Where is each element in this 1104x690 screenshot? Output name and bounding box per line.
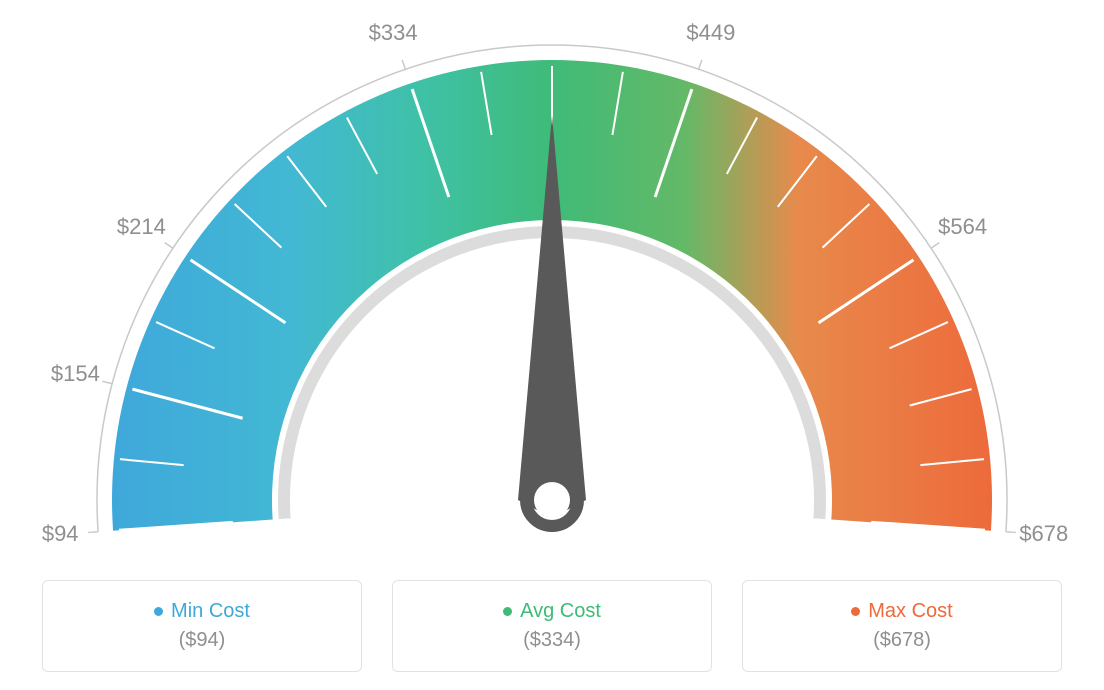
legend-title-min: Min Cost <box>154 600 250 623</box>
outer-tick <box>931 243 939 249</box>
chart-container: $94 $154 $214 $334 $449 $564 $678 Min Cost ($9… <box>0 0 1104 690</box>
tick-label: $334 <box>369 20 418 46</box>
legend-label: Max Cost <box>868 600 952 623</box>
tick-label: $449 <box>686 20 735 46</box>
needle-hub-inner <box>534 482 570 518</box>
outer-tick <box>1006 532 1016 533</box>
outer-tick <box>699 60 702 69</box>
legend-card-max: Max Cost ($678) <box>742 580 1062 672</box>
legend-card-min: Min Cost ($94) <box>42 580 362 672</box>
dot-icon <box>503 607 512 616</box>
outer-tick <box>102 381 112 384</box>
dot-icon <box>154 607 163 616</box>
gauge-svg <box>0 0 1104 560</box>
legend-value-max: ($678) <box>873 629 931 652</box>
tick-label: $94 <box>42 521 79 547</box>
legend-title-avg: Avg Cost <box>503 600 601 623</box>
outer-tick <box>402 60 405 69</box>
tick-label: $564 <box>938 214 987 240</box>
tick-label: $154 <box>51 361 100 387</box>
legend-label: Min Cost <box>171 600 250 623</box>
outer-tick <box>88 532 98 533</box>
legend-value-avg: ($334) <box>523 629 581 652</box>
legend-label: Avg Cost <box>520 600 601 623</box>
dot-icon <box>851 607 860 616</box>
legend-title-max: Max Cost <box>851 600 952 623</box>
gauge-area: $94 $154 $214 $334 $449 $564 $678 <box>0 0 1104 560</box>
legend-card-avg: Avg Cost ($334) <box>392 580 712 672</box>
legend-row: Min Cost ($94) Avg Cost ($334) Max Cost … <box>0 580 1104 672</box>
legend-value-min: ($94) <box>179 629 226 652</box>
tick-label: $214 <box>117 214 166 240</box>
tick-label: $678 <box>1019 521 1068 547</box>
outer-tick <box>165 243 173 249</box>
